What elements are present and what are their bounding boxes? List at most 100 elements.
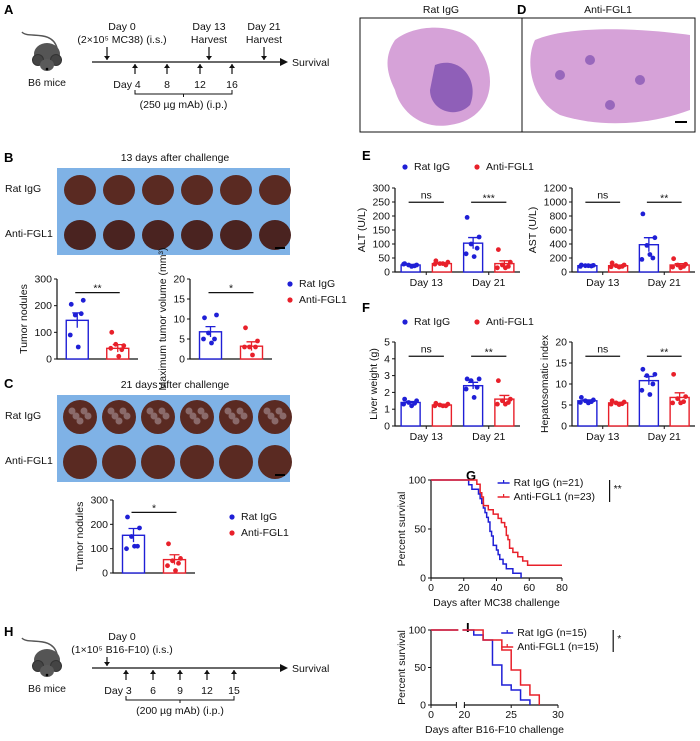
data-point — [585, 400, 591, 406]
data-point — [109, 329, 115, 335]
mouse-icon — [21, 637, 62, 677]
liver-photo — [57, 168, 290, 255]
dose-arrow-head — [229, 64, 235, 68]
data-point — [464, 376, 470, 382]
timeline-arrowhead — [280, 58, 288, 66]
inoculation-day: Day 0 — [108, 631, 136, 643]
panel-label-D: D — [517, 2, 526, 17]
data-point — [644, 373, 650, 378]
bar-chart-F1: 0 1 2 3 4 5 Liver weight (g) Day 13 ns Day 21 ** — [368, 337, 520, 443]
tumor-nodule — [240, 412, 248, 420]
data-point — [647, 392, 653, 397]
y-tick-label: 15 — [555, 358, 567, 370]
data-point — [585, 263, 591, 269]
data-point — [401, 261, 407, 267]
dose-day: Day 4 — [113, 79, 141, 91]
data-point — [639, 387, 645, 393]
x-tick-label: 25 — [505, 709, 517, 721]
liver-specimen — [103, 175, 135, 205]
harvest-label: Harvest — [246, 34, 282, 46]
tumor-region — [430, 62, 473, 113]
significance-label: * — [152, 502, 156, 514]
x-axis-label: Days after MC38 challenge — [433, 597, 560, 609]
liver-specimen — [220, 175, 252, 205]
data-point — [214, 312, 219, 318]
data-point — [675, 396, 681, 402]
y-tick-label: 150 — [372, 225, 390, 237]
chart-axes — [571, 188, 695, 273]
y-tick-label: 5 — [561, 400, 567, 412]
data-point — [206, 330, 211, 336]
y-tick-label: 200 — [549, 253, 567, 265]
data-point — [640, 211, 646, 217]
data-point — [80, 297, 86, 303]
data-point — [402, 396, 408, 402]
data-point — [502, 401, 508, 407]
y-axis-label: Maximum tumor volume (mm³) — [157, 248, 169, 391]
dose-day: 15 — [228, 685, 240, 697]
y-tick-label: 200 — [34, 300, 52, 312]
data-point — [671, 371, 677, 377]
data-point — [678, 265, 684, 271]
data-point — [121, 343, 127, 349]
significance-label: ** — [660, 192, 668, 204]
x-tick-label: 80 — [556, 582, 568, 594]
mouse-head — [40, 665, 54, 677]
tumor-nodule — [107, 407, 115, 415]
significance-label: ** — [614, 483, 622, 495]
x-tick-label: 20 — [458, 582, 470, 594]
mouse-nose — [45, 673, 49, 677]
bar-chart-C1: 0 100 200 300 Tumor nodules * — [74, 495, 195, 580]
significance-label: ** — [660, 346, 668, 358]
data-point — [250, 352, 255, 358]
survival-chart-G: 0 50 100 0 20 40 60 80 Days after MC38 challenge… — [396, 475, 622, 610]
data-point — [432, 403, 438, 409]
tumor-nodule — [158, 407, 166, 415]
y-tick-label: 20 — [555, 337, 567, 349]
legend-dot — [474, 164, 480, 170]
tumor-nodule — [76, 417, 84, 425]
data-point — [678, 400, 684, 406]
mouse-tail — [21, 31, 58, 49]
y-axis-label: Tumor nodules — [18, 284, 30, 354]
legend-label: Anti-FGL1 — [486, 161, 534, 173]
timeline-arrowhead — [280, 664, 288, 672]
panel-label-B: B — [4, 150, 13, 165]
x-tick-label: 30 — [552, 709, 564, 721]
panel-label-E: E — [362, 148, 371, 163]
mouse-icon — [21, 31, 62, 71]
y-tick-label: 250 — [372, 197, 390, 209]
y-axis-label: Liver weight (g) — [368, 348, 380, 420]
tumor-focus — [555, 70, 565, 80]
histology-frame — [359, 17, 696, 133]
data-point — [173, 568, 178, 573]
inoculation-label: (2×10⁵ MC38) (i.s.) — [77, 34, 166, 46]
tumor-focus — [585, 55, 595, 65]
y-axis-label: Hepatosomatic index — [539, 334, 551, 433]
liver-specimen — [64, 175, 96, 205]
legend-label: Anti-FGL1 (n=15) — [517, 641, 598, 653]
liver-specimen — [219, 445, 253, 479]
tumor-nodule — [150, 412, 158, 420]
data-point — [495, 378, 501, 384]
bar-chart-B1: 0 100 200 300 Tumor nodules ** — [18, 274, 138, 366]
harvest-arrow-head — [206, 56, 212, 60]
data-point — [176, 560, 181, 566]
dose-arrow-head — [123, 670, 129, 674]
data-point — [124, 546, 129, 552]
data-point — [253, 344, 258, 350]
histology-label: Anti-FGL1 — [584, 4, 632, 16]
survival-curve — [431, 479, 522, 578]
dose-arrow-head — [204, 670, 210, 674]
tumor-nodule — [146, 407, 154, 415]
photo-row-label: Rat IgG — [5, 410, 41, 422]
y-tick-label: 0 — [420, 700, 426, 712]
data-point — [639, 257, 645, 262]
y-tick-label: 5 — [179, 334, 185, 346]
tumor-nodule — [72, 412, 80, 420]
tumor-nodule — [80, 407, 88, 415]
data-point — [432, 261, 438, 267]
tumor-nodule — [111, 412, 119, 420]
liver-specimen — [258, 445, 292, 479]
data-point — [476, 376, 482, 382]
